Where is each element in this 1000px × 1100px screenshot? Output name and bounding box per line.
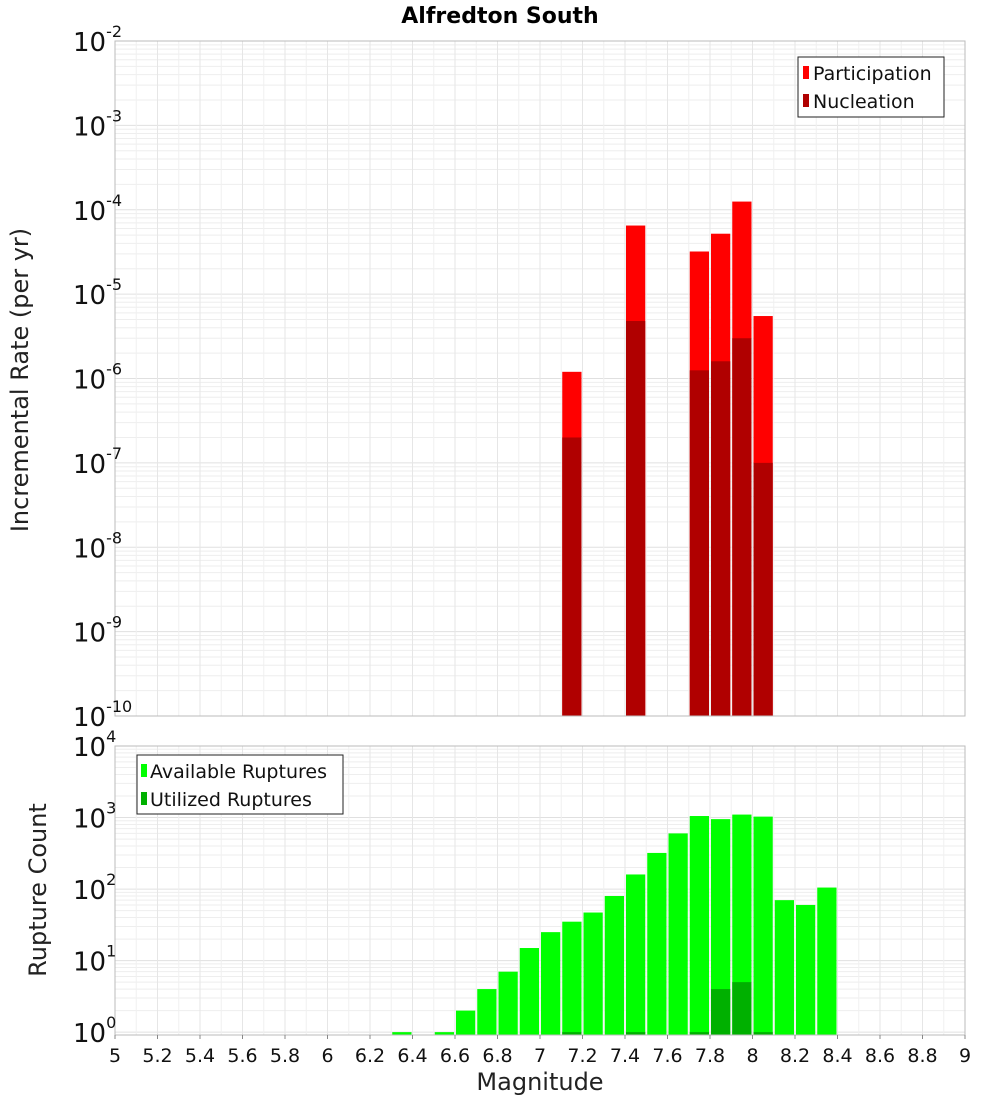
- top-y-tick-label: 10-2: [73, 22, 122, 58]
- bar-utilized-ruptures: [711, 989, 731, 1035]
- legend-label-participation: Participation: [813, 63, 932, 85]
- bar-utilized-ruptures: [732, 982, 752, 1035]
- bar-utilized-ruptures: [626, 1032, 646, 1035]
- top-y-tick-label: 10-10: [73, 697, 132, 733]
- bar-available-ruptures: [434, 1032, 454, 1035]
- x-tick-label: 8: [746, 1045, 758, 1067]
- x-tick-label: 5: [109, 1045, 121, 1067]
- x-tick-label: 5.4: [185, 1045, 215, 1067]
- bar-available-ruptures: [541, 932, 561, 1035]
- bar-available-ruptures: [626, 874, 646, 1035]
- bar-utilized-ruptures: [562, 1032, 582, 1035]
- bar-utilized-ruptures: [753, 1032, 773, 1035]
- x-tick-label: 5.6: [227, 1045, 257, 1067]
- bottom-bars: [392, 814, 837, 1035]
- x-tick-label: 7.2: [567, 1045, 597, 1067]
- x-tick-label: 6.6: [440, 1045, 470, 1067]
- bar-available-ruptures: [583, 912, 603, 1035]
- bar-nucleation: [753, 462, 773, 716]
- x-tick-label: 6.8: [482, 1045, 512, 1067]
- bottom-y-tick-labels: 100 101 102 103 104: [73, 727, 116, 1049]
- x-tick-label: 6: [321, 1045, 333, 1067]
- bar-utilized-ruptures: [689, 1032, 709, 1035]
- bottom-legend-box: [136, 754, 344, 815]
- bar-nucleation: [689, 370, 709, 716]
- bar-available-ruptures: [498, 971, 518, 1035]
- x-tick-label: 8.4: [822, 1045, 852, 1067]
- bar-nucleation: [626, 321, 646, 716]
- bar-available-ruptures: [711, 819, 731, 1035]
- top-y-tick-label: 10-3: [73, 106, 122, 142]
- bar-nucleation: [711, 361, 731, 716]
- x-tick-label: 7: [534, 1045, 546, 1067]
- top-y-tick-label: 10-8: [73, 528, 122, 564]
- chart-title: Alfredton South: [401, 4, 598, 29]
- bar-available-ruptures: [689, 816, 709, 1035]
- bar-available-ruptures: [796, 904, 816, 1035]
- bar-available-ruptures: [519, 948, 539, 1035]
- legend-label-utilized: Utilized Ruptures: [150, 789, 312, 811]
- top-y-tick-label: 10-6: [73, 360, 122, 396]
- top-bars: [562, 201, 773, 716]
- top-legend: Participation Nucleation: [797, 56, 945, 118]
- x-tick-label: 7.8: [695, 1045, 725, 1067]
- x-tick-label: 6.4: [397, 1045, 427, 1067]
- x-tick-label: 7.4: [610, 1045, 640, 1067]
- bottom-y-tick-label: 101: [73, 942, 116, 978]
- x-tick-label: 8.6: [865, 1045, 895, 1067]
- x-tick-label: 9: [959, 1045, 971, 1067]
- bar-available-ruptures: [774, 900, 794, 1035]
- x-tick-label: 7.6: [652, 1045, 682, 1067]
- x-tick-label: 6.2: [355, 1045, 385, 1067]
- bottom-panel: 100 101 102 103 104 5 5.2 5.4 5.6 5.8 6 6.2 6.4 6.6 6…: [24, 727, 971, 1096]
- top-plot-frame: [114, 40, 966, 717]
- x-tick-labels: 5 5.2 5.4 5.6 5.8 6 6.2 6.4 6.6 6.8 7 7.2 7.4 7.6 7.8 8…: [109, 1035, 971, 1067]
- bottom-y-tick-label: 103: [73, 799, 116, 835]
- x-axis-label: Magnitude: [476, 1068, 603, 1096]
- x-tick-label: 5.8: [270, 1045, 300, 1067]
- legend-label-nucleation: Nucleation: [813, 91, 915, 113]
- bar-available-ruptures: [604, 896, 624, 1035]
- top-y-tick-label: 10-5: [73, 275, 122, 311]
- bottom-y-axis-label: Rupture Count: [24, 803, 52, 977]
- bar-available-ruptures: [477, 989, 497, 1035]
- bar-available-ruptures: [817, 887, 837, 1035]
- top-legend-box: [797, 56, 945, 118]
- bar-nucleation: [562, 437, 582, 716]
- bar-available-ruptures: [456, 1010, 476, 1035]
- bar-available-ruptures: [668, 833, 688, 1035]
- legend-label-available: Available Ruptures: [150, 761, 327, 783]
- bar-available-ruptures: [392, 1032, 412, 1035]
- bar-available-ruptures: [562, 921, 582, 1035]
- legend-swatch-available: [141, 764, 147, 777]
- x-tick-label: 8.8: [907, 1045, 937, 1067]
- top-y-tick-labels: 10-10 10-9 10-8 10-7 10-6 10-5 10-4 10-3 10-2: [73, 22, 132, 733]
- bottom-y-tick-label: 100: [73, 1013, 116, 1049]
- top-y-tick-label: 10-9: [73, 613, 122, 649]
- bar-available-ruptures: [647, 852, 667, 1035]
- bar-available-ruptures: [753, 816, 773, 1035]
- bottom-y-tick-label: 102: [73, 870, 116, 906]
- legend-swatch-participation: [803, 66, 809, 79]
- top-gridlines: [114, 40, 966, 717]
- top-y-tick-label: 10-4: [73, 191, 122, 227]
- top-panel: 10-10 10-9 10-8 10-7 10-6 10-5 10-4 10-3 10-2 In…: [6, 22, 966, 733]
- legend-swatch-utilized: [141, 792, 147, 805]
- x-tick-label: 5.2: [142, 1045, 172, 1067]
- top-y-axis-label: Incremental Rate (per yr): [6, 228, 34, 532]
- bar-nucleation: [732, 338, 752, 716]
- x-tick-label: 8.2: [780, 1045, 810, 1067]
- bottom-y-tick-label: 104: [73, 727, 116, 763]
- top-y-tick-label: 10-7: [73, 444, 122, 480]
- legend-swatch-nucleation: [803, 94, 809, 107]
- bar-available-ruptures: [732, 814, 752, 1035]
- bottom-legend: Available Ruptures Utilized Ruptures: [136, 754, 344, 815]
